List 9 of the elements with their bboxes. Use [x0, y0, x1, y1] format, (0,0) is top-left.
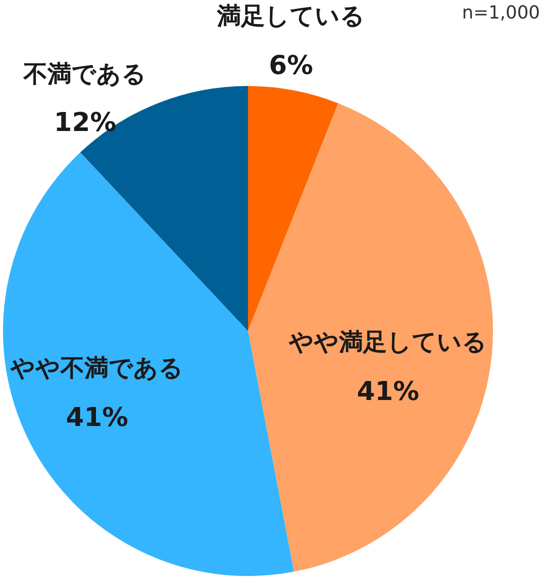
data-label: 12%	[54, 108, 116, 138]
slice-label: やや不満である	[10, 354, 184, 382]
slice-label: やや満足している	[288, 328, 487, 356]
text: n=1,000	[462, 2, 540, 24]
slice-label: 満足している	[216, 2, 365, 30]
data-label: 41%	[66, 402, 128, 433]
slice-label: 不満である	[22, 60, 146, 88]
data-label: 41%	[356, 376, 420, 407]
data-label: 6%	[268, 50, 314, 81]
